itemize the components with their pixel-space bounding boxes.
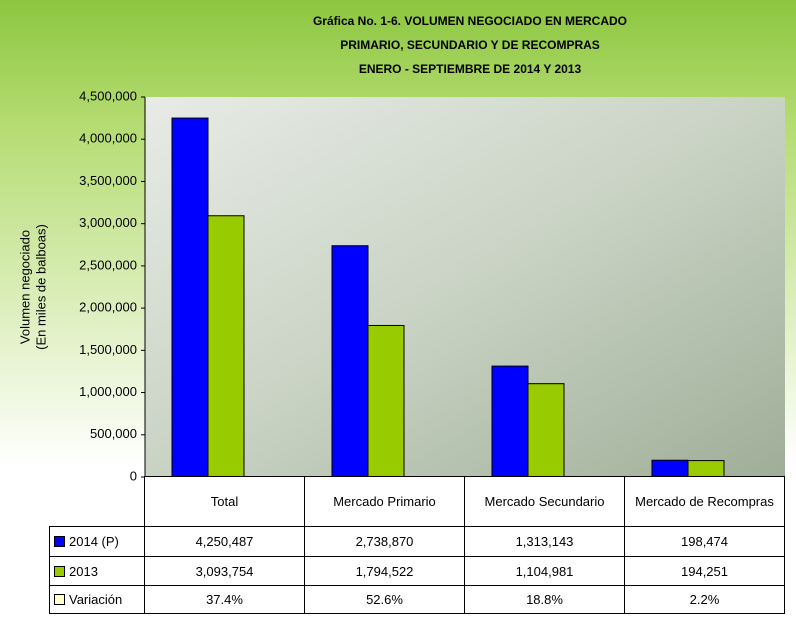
legend-label: Variación	[69, 592, 123, 607]
y-tick-label: 4,500,000	[79, 88, 137, 103]
y-tick-label: 500,000	[90, 426, 137, 441]
category-label: Mercado Primario	[304, 476, 465, 527]
legend-label: 2014 (P)	[69, 534, 119, 549]
table-cell: 37.4%	[144, 585, 305, 614]
y-tick-label: 3,500,000	[79, 173, 137, 188]
category-label: Mercado de Recompras	[624, 476, 785, 527]
bar	[687, 460, 725, 478]
table-cell: 1,794,522	[304, 556, 465, 586]
bar	[367, 324, 405, 478]
plot-background	[145, 97, 785, 477]
legend-entry: 2013	[49, 556, 145, 586]
chart-title: ENERO - SEPTIEMBRE DE 2014 Y 2013	[359, 62, 582, 76]
legend-swatch	[54, 536, 65, 547]
y-tick-label: 3,000,000	[79, 215, 137, 230]
y-tick-label: 1,000,000	[79, 384, 137, 399]
table-cell: 2,738,870	[304, 526, 465, 557]
table-cell: 4,250,487	[144, 526, 305, 557]
chart-title: PRIMARIO, SECUNDARIO Y DE RECOMPRAS	[340, 38, 600, 52]
chart-title: Gráfica No. 1-6. VOLUMEN NEGOCIADO EN ME…	[313, 14, 627, 28]
category-label: Mercado Secundario	[464, 476, 625, 527]
y-axis-label: (En miles de balboas)	[33, 224, 48, 350]
y-tick-label: 1,500,000	[79, 342, 137, 357]
bar	[527, 383, 565, 478]
bar	[331, 245, 369, 478]
legend-entry: 2014 (P)	[49, 526, 145, 557]
legend-label: 2013	[69, 563, 98, 579]
legend-swatch	[54, 594, 65, 605]
bar	[171, 117, 209, 478]
table-cell: 3,093,754	[144, 556, 305, 586]
table-cell: 2.2%	[624, 585, 785, 614]
y-tick-label: 0	[130, 468, 137, 483]
table-cell: 1,313,143	[464, 526, 625, 557]
table-cell: 18.8%	[464, 585, 625, 614]
bar	[207, 215, 245, 478]
y-axis-label: Volumen negociado	[17, 230, 32, 344]
table-cell: 52.6%	[304, 585, 465, 614]
table-cell: 194,251	[624, 556, 785, 586]
y-tick-label: 4,000,000	[79, 131, 137, 146]
category-label: Total	[144, 476, 305, 527]
bar	[651, 459, 689, 478]
legend-entry: Variación	[49, 585, 145, 614]
y-tick-label: 2,000,000	[79, 300, 137, 315]
legend-swatch	[54, 565, 65, 577]
y-tick-label: 2,500,000	[79, 257, 137, 272]
table-cell: 198,474	[624, 526, 785, 557]
table-cell: 1,104,981	[464, 556, 625, 586]
bar	[491, 365, 529, 478]
